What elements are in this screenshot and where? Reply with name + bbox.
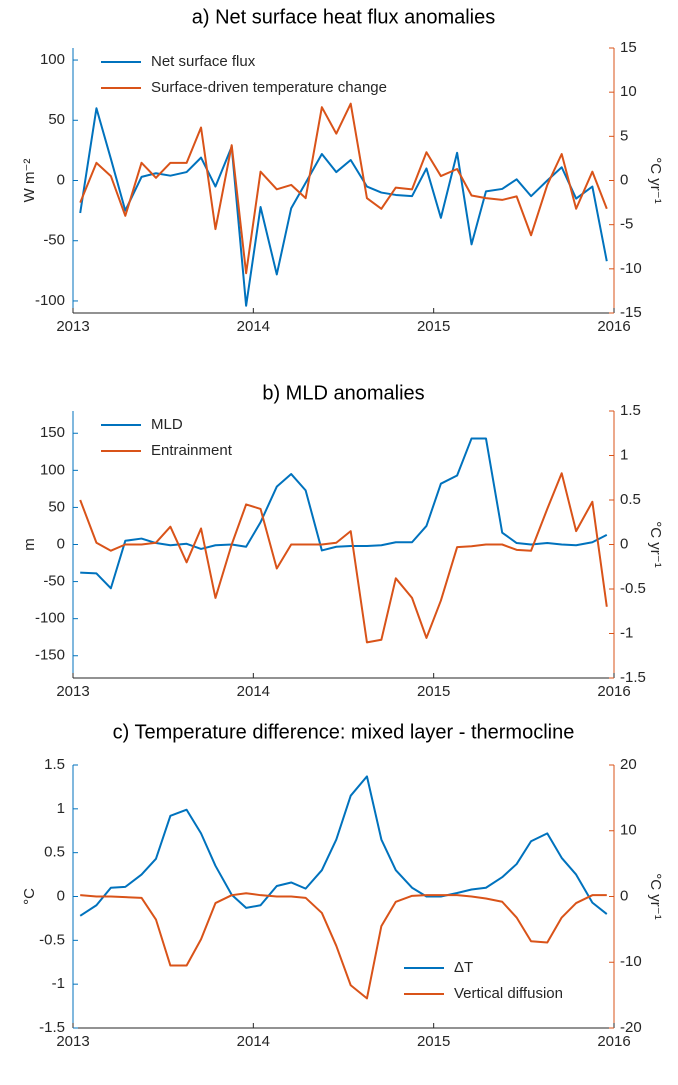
x-tick-label: 2014 [237,318,270,335]
y2-tick-label: -20 [620,1019,642,1036]
data-line [79,472,608,644]
y2-tick-label: 20 [620,756,637,773]
y-tick-label: -150 [35,647,65,664]
y2-tick-label: -15 [620,304,642,321]
y-tick-label: -100 [35,292,65,309]
x-tick-label: 2015 [417,1033,450,1050]
y2-tick-label: -10 [620,953,642,970]
y-tick-label: -50 [43,232,65,249]
y2-tick-label: -1.5 [620,669,646,686]
legend-label: Vertical diffusion [454,985,563,1002]
data-line [79,102,608,275]
y-tick-label: 150 [40,424,65,441]
y2-tick-label: 0 [620,171,628,188]
panel-title: c) Temperature difference: mixed layer -… [113,721,575,743]
y-tick-label: 100 [40,461,65,478]
y-tick-label: 50 [48,111,65,128]
y2-tick-label: 1.5 [620,402,641,419]
y2-tick-label: -5 [620,216,633,233]
y-axis-label: m [21,538,38,551]
y-tick-label: -100 [35,610,65,627]
legend-label: Entrainment [151,442,233,459]
y2-tick-label: 0 [620,887,628,904]
y-tick-label: -1.5 [39,1019,65,1036]
panel-title: b) MLD anomalies [262,382,424,404]
x-tick-label: 2016 [597,683,630,700]
y-axis-label: °C [21,888,38,905]
y-tick-label: 0 [57,887,65,904]
legend-label: MLD [151,416,183,433]
panel: a) Net surface heat flux anomalies 2013 20… [21,6,664,335]
x-tick-label: 2015 [417,683,450,700]
y-tick-label: 0 [57,535,65,552]
y-tick-label: 0 [57,171,65,188]
data-line [80,437,608,590]
x-tick-label: 2015 [417,318,450,335]
y-axis-label: W m⁻² [21,159,38,203]
x-tick-label: 2016 [597,318,630,335]
y-tick-label: 1 [57,800,65,817]
data-line [79,775,608,917]
y-tick-label: 50 [48,498,65,515]
y2-tick-label: -10 [620,260,642,277]
y2-tick-label: 0 [620,535,628,552]
y2-axis-label: °C yr⁻¹ [647,873,664,919]
panel-title: a) Net surface heat flux anomalies [192,6,496,28]
x-tick-label: 2014 [237,1033,270,1050]
y2-tick-label: 0.5 [620,491,641,508]
panel: c) Temperature difference: mixed layer -… [21,721,664,1050]
y2-tick-label: -1 [620,624,633,641]
legend-label: ΔT [454,959,473,976]
x-tick-label: 2016 [597,1033,630,1050]
y2-axis-label: °C yr⁻¹ [647,521,664,567]
legend-label: Surface-driven temperature change [151,79,387,96]
y2-tick-label: 15 [620,39,637,56]
y2-tick-label: 5 [620,127,628,144]
y2-tick-label: 10 [620,83,637,100]
y-tick-label: -50 [43,573,65,590]
x-tick-label: 2013 [56,1033,89,1050]
y2-tick-label: -0.5 [620,580,646,597]
y-tick-label: 1.5 [44,756,65,773]
y-tick-label: 100 [40,51,65,68]
legend-label: Net surface flux [151,53,256,70]
x-tick-label: 2013 [56,318,89,335]
x-tick-label: 2014 [237,683,270,700]
data-line [79,107,608,307]
y-tick-label: 0.5 [44,844,65,861]
data-line [80,892,607,1000]
y-tick-label: -0.5 [39,931,65,948]
y2-axis-label: °C yr⁻¹ [647,157,664,203]
y2-tick-label: 1 [620,446,628,463]
y2-tick-label: 10 [620,822,637,839]
x-tick-label: 2013 [56,683,89,700]
y-tick-label: -1 [52,975,65,992]
